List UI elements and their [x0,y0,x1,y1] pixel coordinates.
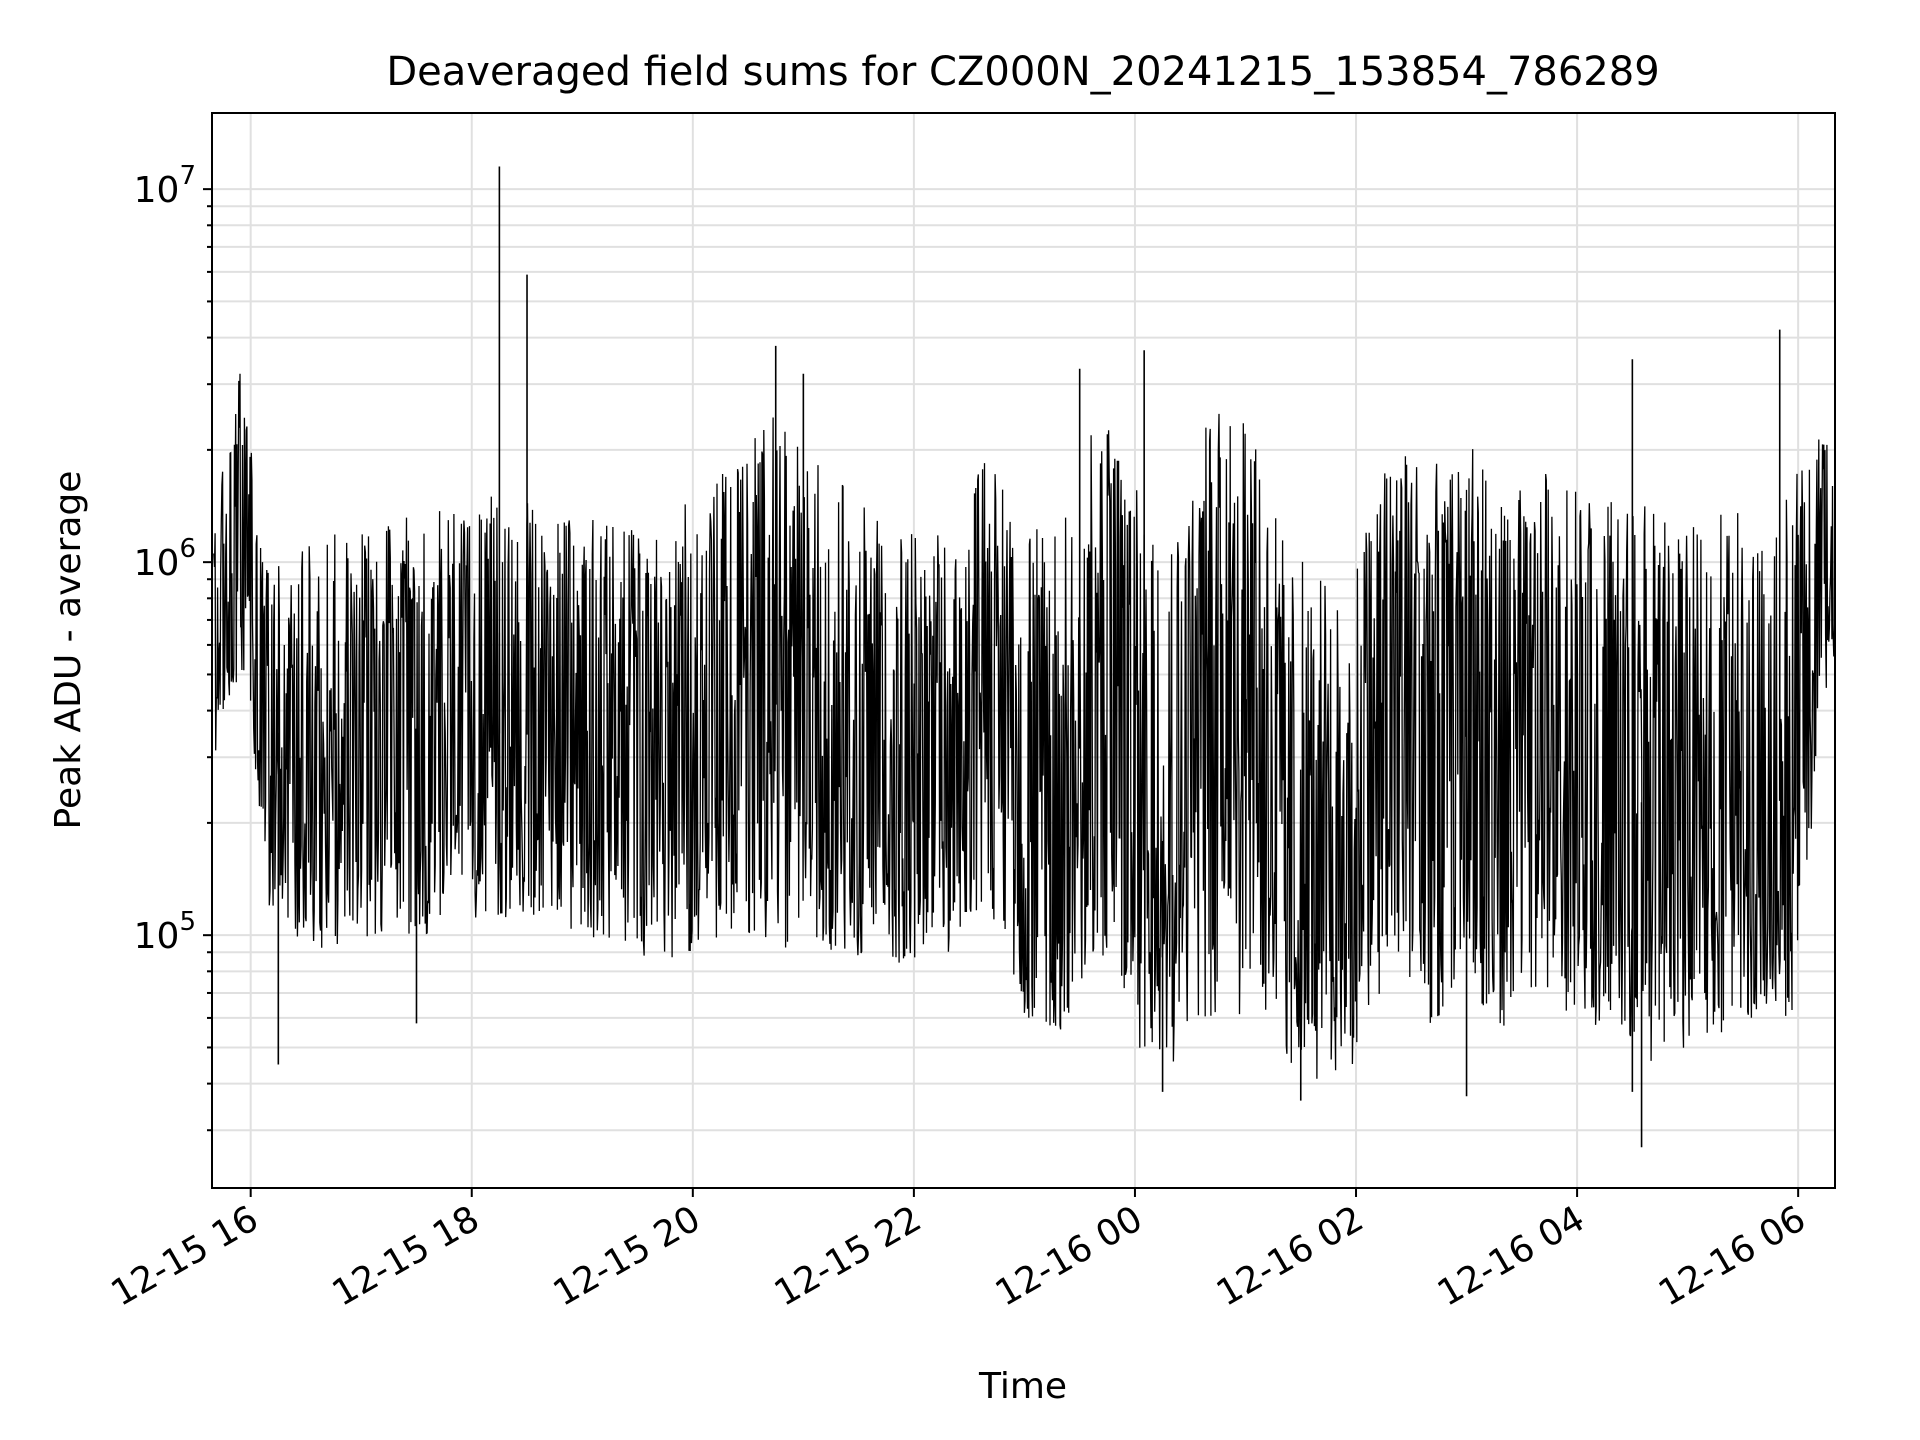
y-axis-label: Peak ADU - average [48,471,89,830]
y-tick-base: 10 [134,916,180,957]
series-line [213,373,1836,1079]
series-group [213,166,1836,1148]
y-tick-exponent: 6 [179,534,196,564]
x-axis-label: Time [978,1366,1067,1407]
y-tick-label: 105 [134,907,196,957]
y-tick-label: 106 [134,534,196,584]
plot-frame [211,112,1836,1189]
y-tick-base: 10 [134,543,180,584]
chart-title: Deaveraged field sums for CZ000N_2024121… [386,49,1659,95]
y-tick-exponent: 7 [179,161,196,191]
y-tick-label: 107 [134,161,196,211]
y-tick-exponent: 5 [179,907,196,937]
y-tick-base: 10 [134,170,180,211]
